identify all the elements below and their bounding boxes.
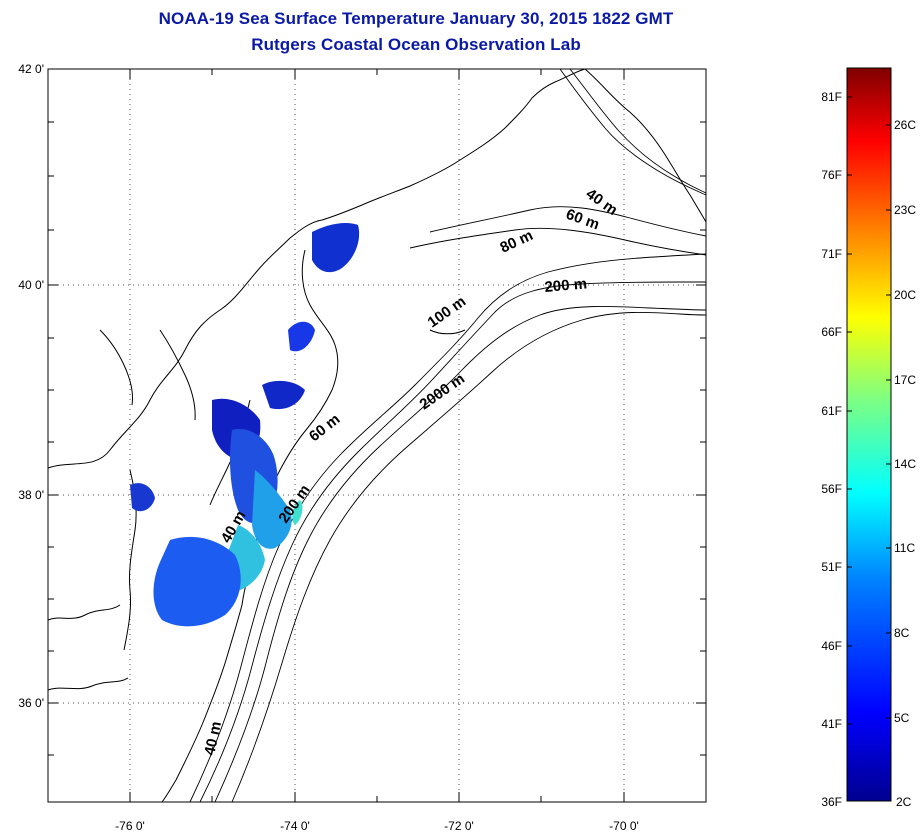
colorbar — [846, 67, 892, 802]
colorbar-label-8c: 8C — [894, 626, 910, 640]
colorbar-label-66f: 66F — [821, 325, 842, 339]
colorbar-label-51f: 51F — [821, 560, 842, 574]
map-frame — [47, 68, 707, 803]
colorbar-label-2c: 2C — [896, 795, 912, 809]
lat-label-36: 36 0' — [18, 696, 44, 710]
contour-label-40m-south: 40 m — [201, 720, 225, 757]
colorbar-label-76f: 76F — [821, 168, 842, 182]
lon-label-70: -70 0' — [609, 819, 639, 832]
lon-label-72: -72 0' — [444, 819, 474, 832]
sst-data — [130, 222, 360, 627]
colorbar-label-81f: 81F — [821, 90, 842, 104]
colorbar-label-71f: 71F — [821, 247, 842, 261]
lon-label-76: -76 0' — [115, 819, 145, 832]
contour-label-200m-north: 200 m — [544, 275, 588, 296]
map-title: NOAA-19 Sea Surface Temperature January … — [158, 9, 674, 28]
colorbar-label-23c: 23C — [894, 203, 916, 217]
colorbar-label-11c: 11C — [894, 541, 915, 555]
colorbar-label-61f: 61F — [821, 404, 842, 418]
bathymetry-contours — [189, 68, 707, 803]
colorbar-label-26c: 26C — [894, 118, 916, 132]
colorbar-label-56f: 56F — [821, 482, 842, 496]
lat-label-38: 38 0' — [18, 488, 44, 502]
lat-label-40: 40 0' — [18, 278, 44, 292]
map-subtitle: Rutgers Coastal Ocean Observation Lab — [251, 35, 581, 54]
colorbar-label-46f: 46F — [821, 639, 842, 653]
colorbar-ticks — [847, 96, 891, 725]
lat-label-42: 42 0' — [18, 62, 44, 76]
lon-label-74: -74 0' — [280, 819, 310, 832]
graticule — [48, 69, 706, 802]
colorbar-label-5c: 5C — [894, 711, 910, 725]
colorbar-label-17c: 17C — [894, 373, 916, 387]
colorbar-label-36f: 36F — [821, 795, 842, 809]
colorbar-label-20c: 20C — [894, 288, 916, 302]
axis-ticks — [48, 68, 706, 802]
colorbar-label-14c: 14C — [894, 457, 916, 471]
colorbar-label-41f: 41F — [821, 717, 842, 731]
